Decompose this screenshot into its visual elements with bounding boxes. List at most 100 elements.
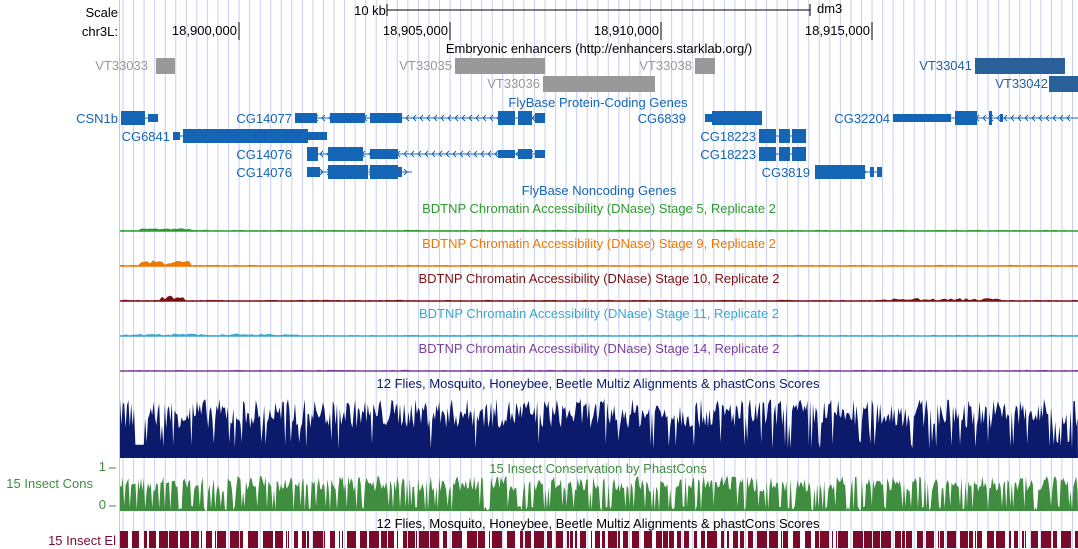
- conserved-element: [727, 531, 729, 548]
- gene-strand-arrow: [1003, 114, 1008, 122]
- gene-exon: [1000, 114, 1003, 122]
- conserved-element: [947, 531, 956, 548]
- enhancer-label[interactable]: VT33035: [399, 58, 452, 73]
- conserved-element: [489, 531, 490, 548]
- gene-strand-arrow: [1045, 114, 1050, 122]
- conserved-element: [926, 531, 934, 548]
- gene-exon: [328, 165, 368, 179]
- enhancer-feature: [543, 76, 655, 92]
- dnase-track-title[interactable]: BDTNP Chromatin Accessibility (DNase) St…: [422, 236, 776, 251]
- ruler-tick-label: 18,910,000: [593, 23, 659, 38]
- multiz-track-title[interactable]: 12 Flies, Mosquito, Honeybee, Beetle Mul…: [376, 376, 820, 391]
- gene-strand-arrow: [1066, 114, 1071, 122]
- enhancer-track-title[interactable]: Embryonic enhancers (http://enhancers.st…: [445, 41, 753, 56]
- gene-strand-arrow: [403, 168, 408, 176]
- gene-strand-arrow: [417, 150, 422, 158]
- conserved-element: [347, 531, 356, 548]
- gene-exon: [518, 149, 532, 159]
- gene-label[interactable]: CG6839: [637, 111, 686, 126]
- gene-label[interactable]: CG14076: [236, 147, 292, 162]
- gene-strand-arrow: [461, 114, 466, 122]
- conserved-element: [324, 531, 325, 548]
- enhancer-feature: [1049, 76, 1078, 92]
- conserved-element: [381, 531, 387, 548]
- gene-exon: [955, 111, 977, 125]
- conserved-element: [1022, 531, 1024, 548]
- dnase-track-title[interactable]: BDTNP Chromatin Accessibility (DNase) St…: [418, 306, 780, 321]
- conserved-element: [201, 531, 202, 548]
- dnase-track-title[interactable]: BDTNP Chromatin Accessibility (DNase) St…: [418, 341, 780, 356]
- phastcons-axis-min: 0: [98, 497, 106, 512]
- gene-exon: [779, 147, 790, 161]
- noncoding-track-title[interactable]: FlyBase Noncoding Genes: [521, 183, 677, 198]
- gene-label[interactable]: CG14077: [236, 111, 292, 126]
- conserved-element: [416, 531, 417, 548]
- conserved-element: [748, 531, 753, 548]
- conserved-element: [677, 531, 681, 548]
- gene-exon: [759, 147, 776, 161]
- phastcons-side-label[interactable]: 15 Insect Cons: [6, 476, 93, 491]
- enhancer-label[interactable]: VT33033: [95, 58, 148, 73]
- conserved-element: [525, 531, 531, 548]
- gene-exon: [535, 113, 545, 123]
- conserved-element: [917, 531, 923, 548]
- conserved-element: [403, 531, 407, 548]
- enhancer-label[interactable]: VT33036: [487, 76, 540, 91]
- gene-strand-arrow: [1052, 114, 1057, 122]
- gene-exon: [877, 167, 882, 177]
- elements-track-title[interactable]: 12 Flies, Mosquito, Honeybee, Beetle Mul…: [376, 516, 820, 531]
- conserved-element: [507, 531, 515, 548]
- gene-strand-arrow: [489, 114, 494, 122]
- gene-exon: [779, 129, 790, 143]
- conserved-element: [159, 531, 168, 548]
- gene-strand-arrow: [480, 150, 485, 158]
- phastcons-track-title[interactable]: 15 Insect Conservation by PhastCons: [489, 461, 707, 476]
- enhancer-label[interactable]: VT33041: [919, 58, 972, 73]
- conserved-element: [1061, 531, 1071, 548]
- dnase-track-title[interactable]: BDTNP Chromatin Accessibility (DNase) St…: [418, 271, 780, 286]
- conserved-element: [580, 531, 586, 548]
- elements-side-label[interactable]: 15 Insect El: [48, 533, 116, 548]
- conserved-element: [960, 531, 968, 548]
- gene-label[interactable]: CG14076: [236, 165, 292, 180]
- conserved-element: [230, 531, 239, 548]
- conserved-element: [783, 531, 788, 548]
- conserved-element: [769, 531, 778, 548]
- conserved-element: [669, 531, 674, 548]
- enhancer-label[interactable]: VT33038: [639, 58, 692, 73]
- conserved-element: [534, 531, 544, 548]
- gene-label[interactable]: CG18223: [700, 147, 756, 162]
- gene-label[interactable]: CSN1b: [76, 111, 118, 126]
- conserved-element: [663, 531, 668, 548]
- gene-label[interactable]: CG32204: [834, 111, 890, 126]
- conserved-element: [1075, 531, 1078, 548]
- gene-strand-arrow: [412, 114, 417, 122]
- gene-strand-arrow: [482, 114, 487, 122]
- gene-strand-arrow: [996, 114, 1001, 122]
- conserved-element: [608, 531, 617, 548]
- multiz-conservation-histogram: [120, 398, 1078, 458]
- gene-label[interactable]: CG6841: [121, 129, 170, 144]
- conserved-element: [733, 531, 738, 548]
- gene-exon: [893, 114, 951, 122]
- coding-track-title[interactable]: FlyBase Protein-Coding Genes: [508, 95, 688, 110]
- gene-label[interactable]: CG18223: [700, 129, 756, 144]
- dnase-signal-area: [120, 228, 1078, 231]
- gene-strand-arrow: [321, 114, 326, 122]
- dnase-track-title[interactable]: BDTNP Chromatin Accessibility (DNase) St…: [422, 201, 776, 216]
- phastcons-axis-max: 1: [98, 459, 106, 474]
- gene-label[interactable]: CG3819: [761, 165, 810, 180]
- phastcons-score-histogram: [120, 476, 1078, 511]
- assembly-label: dm3: [817, 1, 843, 16]
- conserved-element: [977, 531, 982, 548]
- conserved-element: [430, 531, 439, 548]
- conserved-element: [307, 531, 309, 548]
- conserved-element: [217, 531, 226, 548]
- gene-strand-arrow: [431, 150, 436, 158]
- gene-exon: [759, 129, 776, 143]
- enhancer-label[interactable]: VT33042: [995, 76, 1048, 91]
- gene-strand-arrow: [445, 150, 450, 158]
- gene-exon: [370, 149, 398, 159]
